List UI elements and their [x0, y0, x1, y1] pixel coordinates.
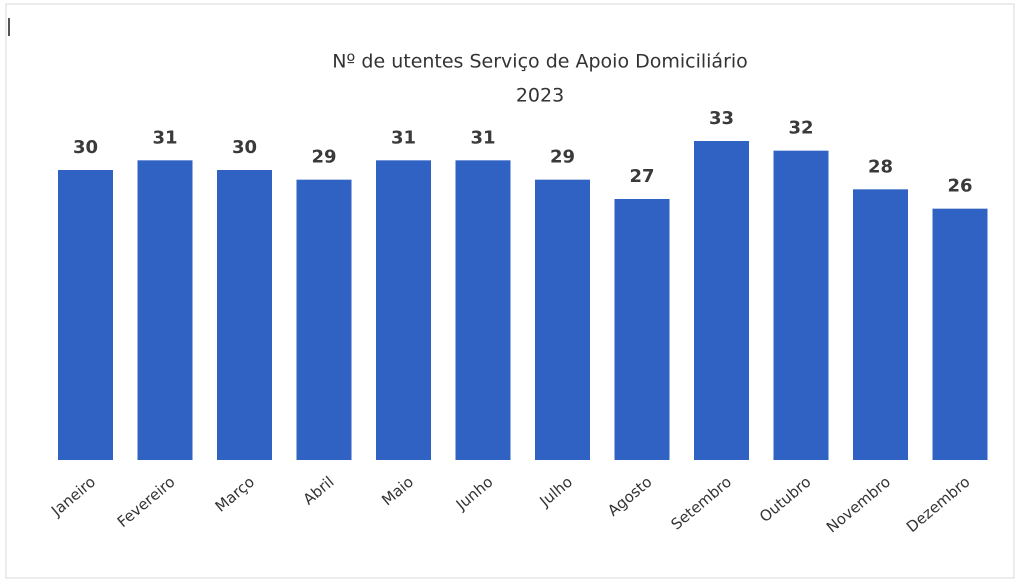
bar: [455, 160, 511, 461]
data-label: 30: [73, 137, 98, 158]
data-label: 30: [232, 137, 257, 158]
bar: [137, 160, 193, 461]
data-label: 33: [709, 108, 734, 129]
data-label: 27: [629, 166, 654, 187]
data-label: 31: [152, 127, 177, 148]
bar: [853, 189, 908, 461]
chart-title: Nº de utentes Serviço de Apoio Domiciliá…: [332, 51, 748, 73]
chart-subtitle: 2023: [516, 85, 564, 107]
data-label: 28: [868, 156, 893, 177]
bar: [932, 208, 988, 460]
data-label: 32: [788, 118, 813, 139]
bar: [58, 170, 113, 460]
data-label: 26: [947, 176, 972, 197]
bar: [694, 141, 749, 460]
data-label: 29: [311, 147, 336, 168]
data-label: 31: [470, 127, 495, 148]
bar: [376, 160, 431, 461]
bar: [773, 150, 829, 460]
data-label: 31: [391, 127, 416, 148]
bar: [296, 179, 352, 460]
bar: [614, 199, 670, 460]
bar: [217, 170, 272, 460]
data-label: 29: [550, 147, 575, 168]
bar: [535, 179, 590, 460]
